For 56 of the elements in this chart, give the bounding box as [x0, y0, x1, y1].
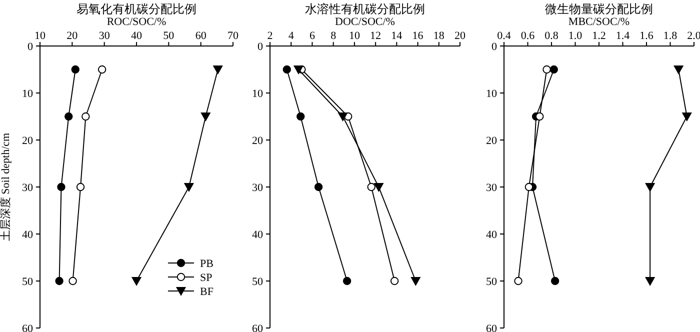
- x-tick-label: 1.0: [568, 30, 583, 42]
- x-tick-label: 14: [391, 30, 403, 42]
- y-tick-label: 60: [486, 323, 498, 332]
- legend-label: SP: [200, 272, 212, 284]
- x-tick-label: 10: [34, 30, 46, 42]
- x-tick-label: 16: [412, 30, 424, 42]
- x-tick-label: 20: [454, 30, 466, 42]
- x-tick-label: 20: [66, 30, 78, 42]
- y-tick-label: 10: [22, 88, 34, 100]
- chart-title: 微生物量碳分配比例: [545, 2, 653, 16]
- x-tick-label: 40: [131, 30, 142, 42]
- x-tick-label: 18: [433, 30, 445, 42]
- y-tick-label: 60: [22, 323, 34, 332]
- legend-label: PB: [200, 258, 214, 270]
- y-tick-label: 40: [252, 229, 264, 241]
- y-tick-label: 0: [492, 41, 498, 53]
- y-tick-label: 30: [22, 182, 34, 194]
- y-tick-label: 60: [252, 323, 264, 332]
- x-tick-label: 12: [370, 30, 382, 42]
- x-tick-label: 1.8: [663, 30, 678, 42]
- x-tick-label: 0.8: [544, 30, 559, 42]
- legend-label: BF: [200, 286, 214, 298]
- y-tick-label: 50: [486, 276, 498, 288]
- x-tick-label: 60: [195, 30, 207, 42]
- x-tick-label: 1.6: [640, 30, 654, 42]
- y-tick-label: 30: [486, 182, 498, 194]
- y-tick-label: 0: [28, 41, 34, 53]
- x-tick-label: 2: [267, 30, 273, 42]
- chart-title: 易氧化有机碳分配比例: [76, 2, 196, 16]
- x-tick-label: 50: [163, 30, 175, 42]
- y-tick-label: 10: [252, 88, 264, 100]
- y-tick-label: 30: [252, 182, 264, 194]
- y-tick-label: 20: [486, 135, 498, 147]
- x-tick-label: 10: [348, 30, 360, 42]
- y-tick-label: 0: [258, 41, 264, 53]
- chart-title: 水溶性有机碳分配比例: [305, 2, 425, 16]
- y-tick-label: 50: [22, 276, 34, 288]
- y-tick-label: 40: [22, 229, 34, 241]
- y-tick-label: 20: [22, 135, 34, 147]
- y-tick-label: 40: [486, 229, 498, 241]
- y-tick-label: 20: [252, 135, 264, 147]
- y-tick-label: 50: [252, 276, 264, 288]
- x-axis-title: ROC/SOC/%: [106, 16, 166, 28]
- x-tick-label: 6: [309, 30, 316, 42]
- x-tick-label: 1.4: [616, 30, 630, 42]
- x-axis-title: DOC/SOC/%: [335, 16, 395, 28]
- x-tick-label: 0.6: [520, 30, 536, 42]
- x-axis-title: MBC/SOC/%: [568, 16, 630, 28]
- y-tick-label: 10: [486, 88, 498, 100]
- x-tick-label: 8: [330, 30, 337, 42]
- x-tick-label: 0.4: [497, 30, 512, 42]
- x-tick-label: 70: [228, 30, 239, 42]
- x-tick-label: 1.2: [592, 30, 606, 42]
- y-axis-title: 土层深度 Soil depth/cm: [0, 132, 12, 242]
- x-tick-label: 4: [288, 30, 294, 42]
- x-tick-label: 30: [98, 30, 110, 42]
